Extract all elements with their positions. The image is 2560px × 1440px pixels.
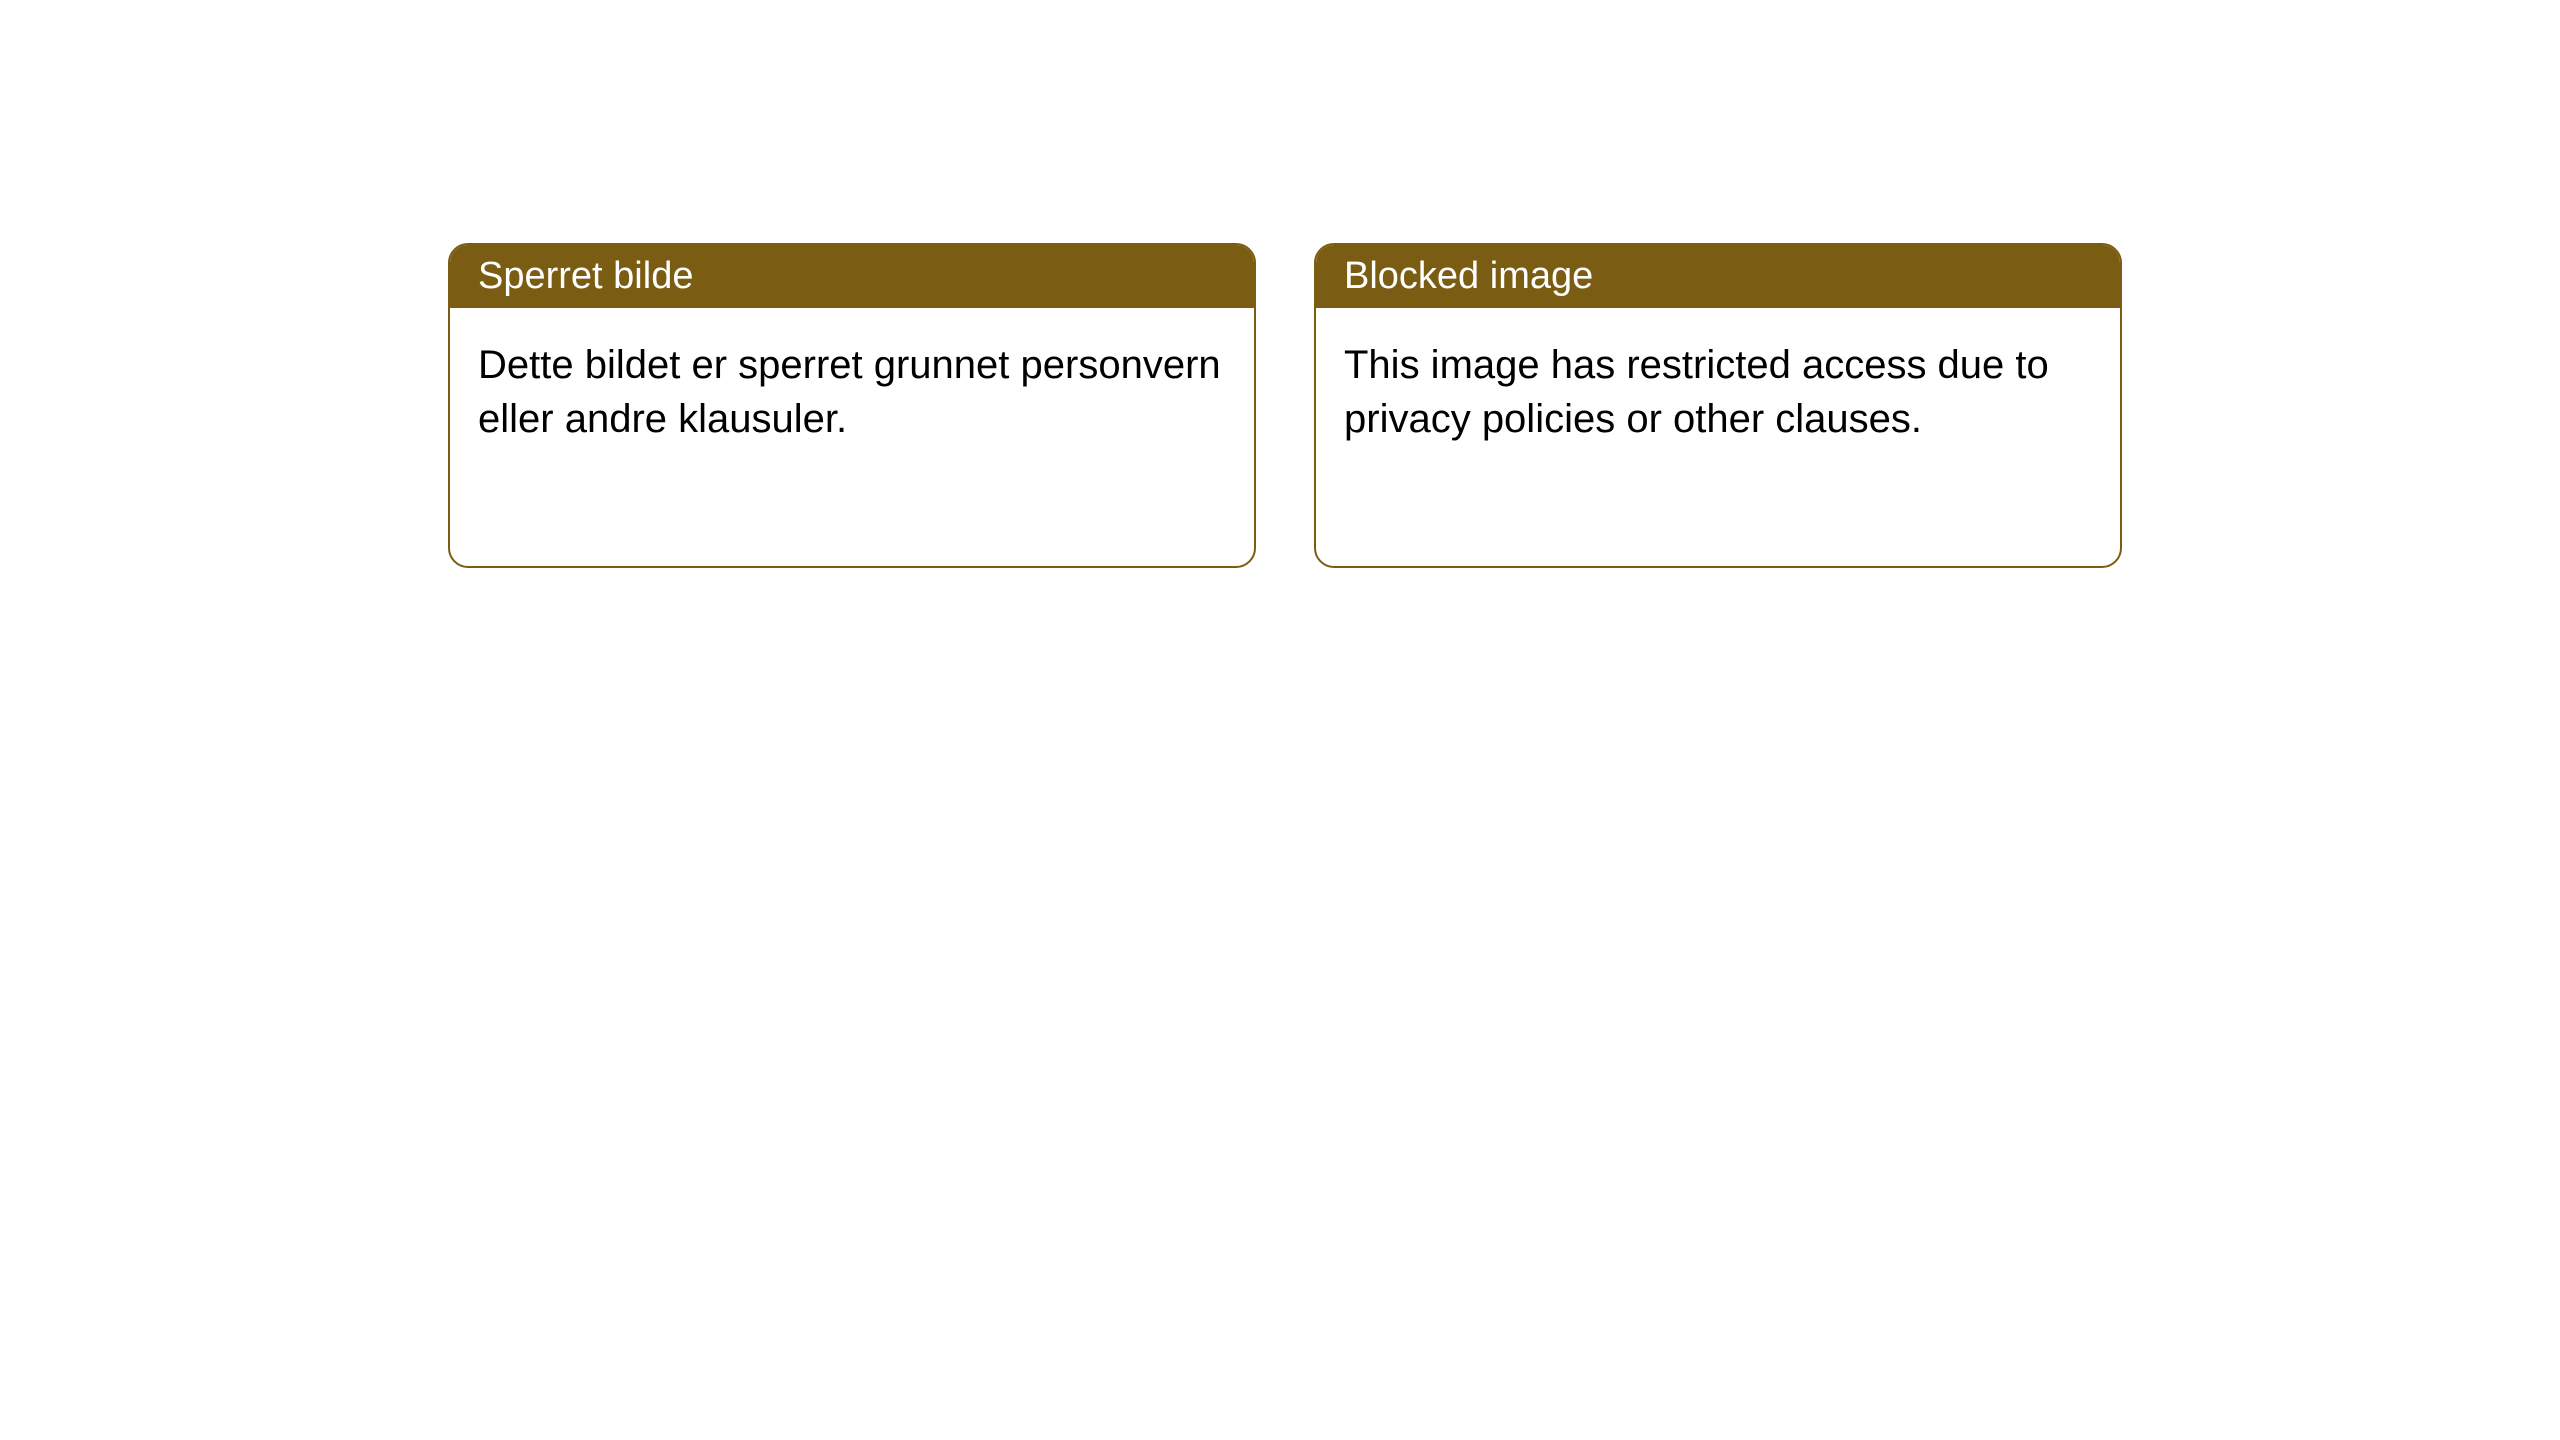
- card-english: Blocked image This image has restricted …: [1314, 243, 2122, 568]
- card-body-norwegian: Dette bildet er sperret grunnet personve…: [450, 308, 1254, 566]
- card-header-norwegian: Sperret bilde: [450, 245, 1254, 308]
- card-body-english: This image has restricted access due to …: [1316, 308, 2120, 566]
- card-header-english: Blocked image: [1316, 245, 2120, 308]
- cards-container: Sperret bilde Dette bildet er sperret gr…: [448, 243, 2122, 568]
- card-norwegian: Sperret bilde Dette bildet er sperret gr…: [448, 243, 1256, 568]
